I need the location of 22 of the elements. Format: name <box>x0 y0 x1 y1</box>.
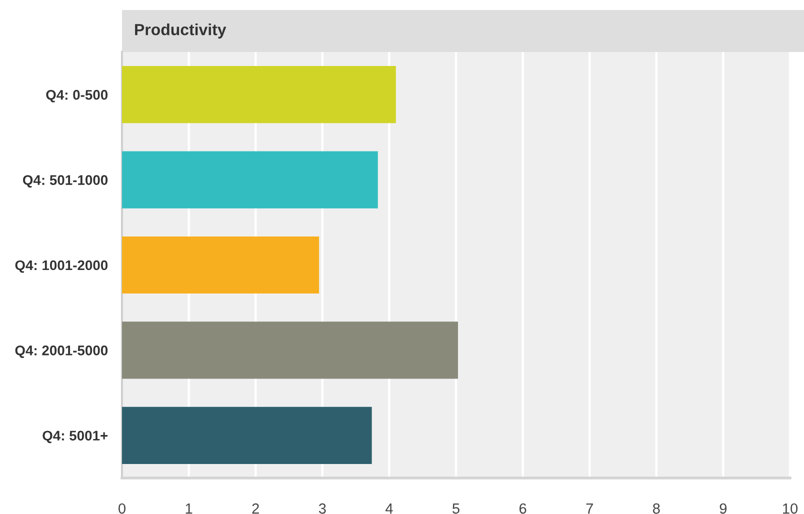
x-tick-label: 9 <box>720 503 727 514</box>
y-tick-label: Q4: 2001-5000 <box>15 346 108 358</box>
bar <box>122 322 458 379</box>
x-tick-label: 6 <box>519 503 526 514</box>
bar <box>122 66 396 124</box>
x-tick-label: 2 <box>252 503 259 514</box>
bar <box>122 406 372 464</box>
x-tick-label: 10 <box>783 503 798 514</box>
x-tick-label: 8 <box>652 503 660 514</box>
bar <box>122 236 320 294</box>
y-tick-label: Q4: 0-500 <box>46 90 108 102</box>
x-tick-label: 3 <box>318 503 326 514</box>
x-tick-label: 1 <box>186 504 192 514</box>
x-tick-label: 0 <box>118 503 126 514</box>
bar <box>122 151 378 208</box>
y-tick-label: Q4: 5001+ <box>42 430 108 444</box>
chart-title: Productivity <box>135 24 226 38</box>
x-tick-label: 7 <box>586 504 593 514</box>
y-tick-label: Q4: 1001-2000 <box>15 260 108 273</box>
x-tick-label: 4 <box>385 504 393 514</box>
x-tick-label: 5 <box>452 504 460 514</box>
y-tick-label: Q4: 501-1000 <box>22 175 108 188</box>
